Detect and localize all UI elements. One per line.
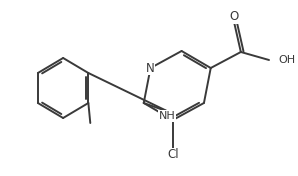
Text: N: N — [146, 61, 155, 74]
Text: O: O — [229, 11, 239, 24]
Text: Cl: Cl — [167, 149, 179, 162]
Text: OH: OH — [279, 55, 296, 65]
Text: NH: NH — [159, 111, 176, 121]
